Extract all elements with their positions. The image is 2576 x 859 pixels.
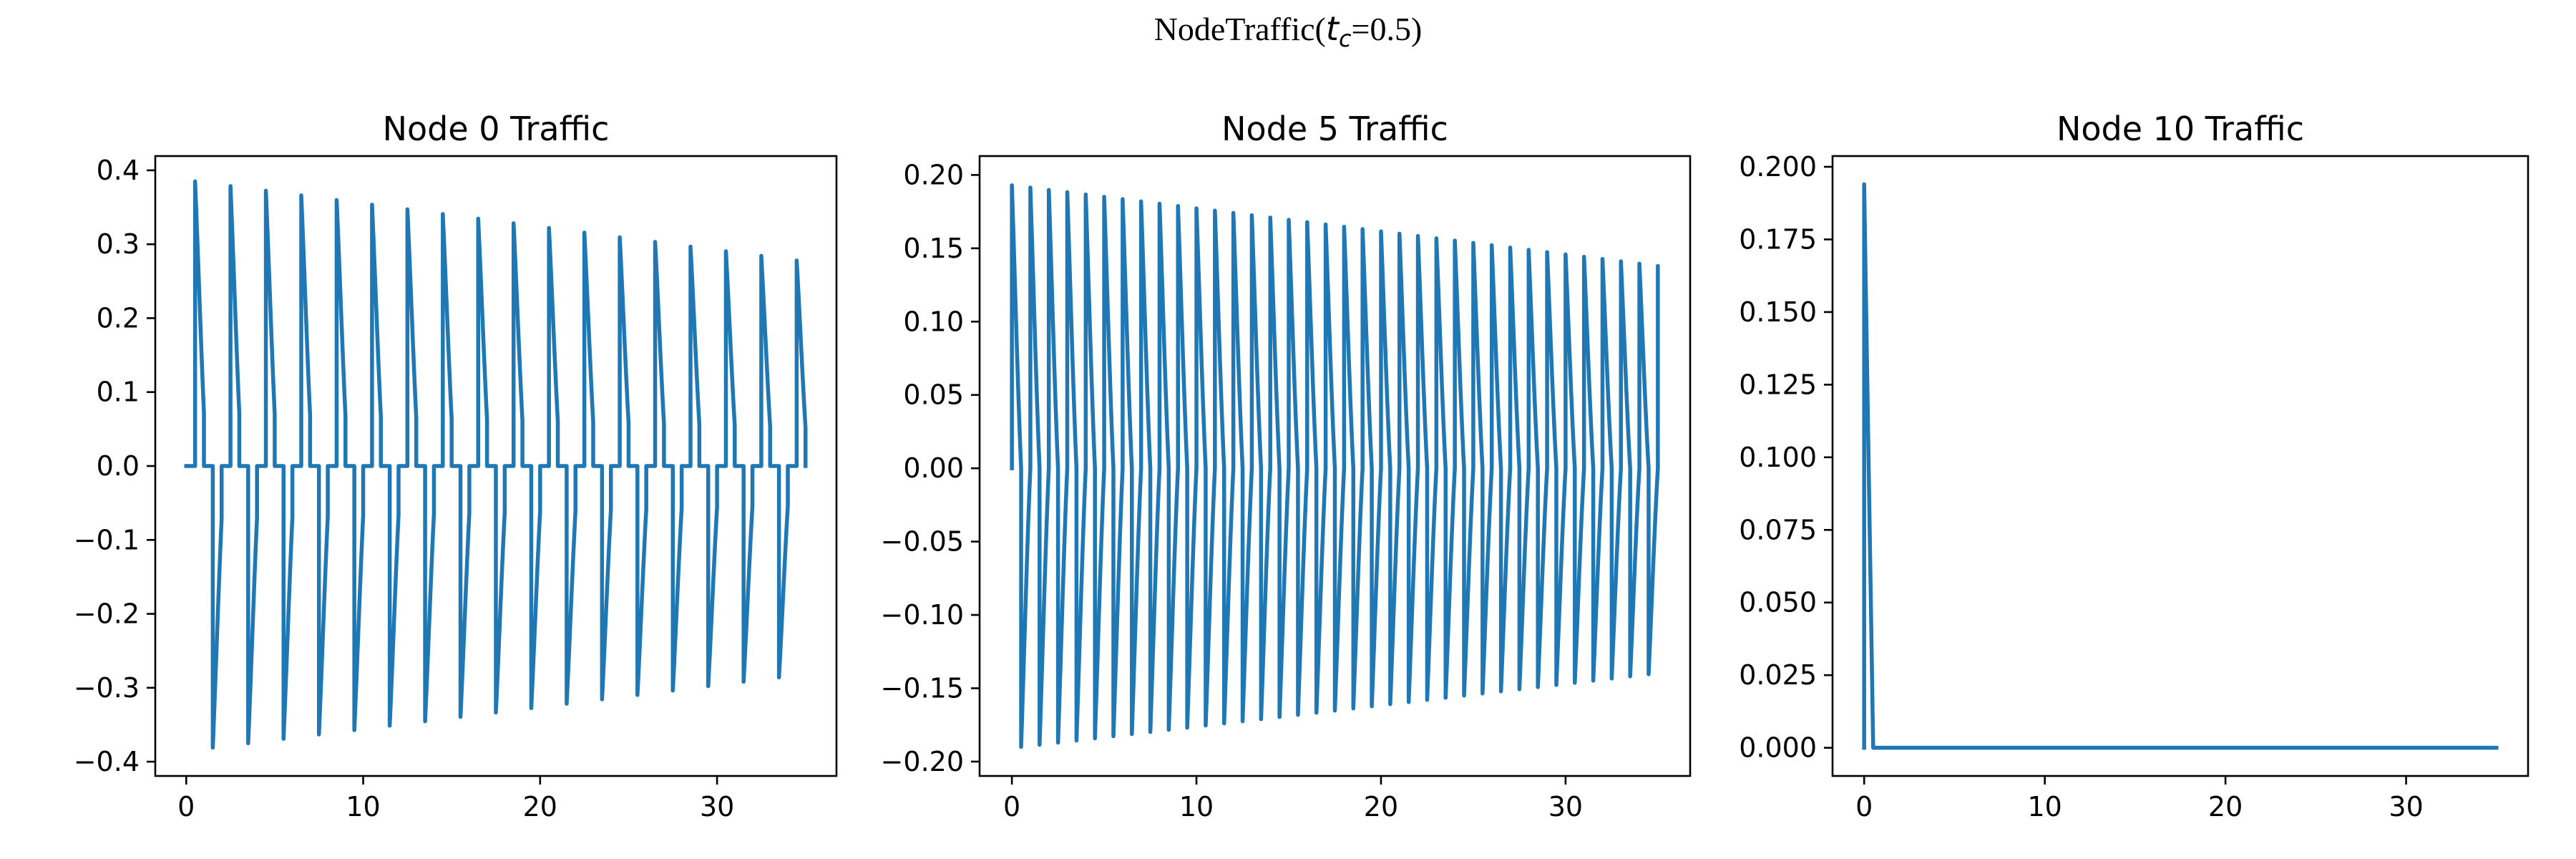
- y-tick-label: 0.050: [1739, 587, 1817, 618]
- axes-frame: [978, 155, 1692, 777]
- node-10-traffic-chart: Node 10 Traffic 0 10 20 30 0.000 0.025 0.050 0.0…: [1739, 110, 2529, 822]
- figure-suptitle: NodeTraffic(tc=0.5): [1154, 9, 1423, 52]
- x-tick-label: 10: [2027, 791, 2062, 822]
- y-tick-label: 0.150: [1739, 296, 1817, 328]
- y-tick-label: −0.2: [74, 598, 140, 630]
- chart-title: Node 10 Traffic: [2057, 110, 2304, 148]
- x-tick-label: 0: [177, 791, 195, 822]
- node-0-traffic-chart: Node 0 Traffic 0 10 20 30 −0.4 −0.3 −0.2 −0.1 0.0…: [74, 110, 838, 822]
- y-tick-label: 0.100: [1739, 442, 1817, 473]
- chart-title: Node 5 Traffic: [1221, 110, 1448, 148]
- y-tick-label: −0.4: [74, 746, 140, 777]
- y-tick-label: 0.3: [97, 228, 140, 260]
- x-tick-label: 20: [523, 791, 557, 822]
- y-tick-label: 0.10: [903, 306, 964, 337]
- y-tick-label: 0.4: [97, 155, 140, 186]
- y-tick-label: 0.075: [1739, 514, 1817, 545]
- x-tick-label: 30: [700, 791, 734, 822]
- y-tick-label: −0.10: [881, 599, 964, 631]
- y-tick-label: 0.2: [97, 302, 140, 334]
- x-tick-label: 10: [346, 791, 380, 822]
- y-tick-label: 0.175: [1739, 223, 1817, 255]
- y-tick-label: −0.05: [881, 526, 964, 558]
- x-tick-label: 30: [1548, 791, 1583, 822]
- y-tick-label: −0.3: [74, 672, 140, 704]
- y-tick-label: 0.025: [1739, 659, 1817, 691]
- y-tick-label: −0.20: [881, 746, 964, 777]
- x-tick-label: 20: [2208, 791, 2243, 822]
- y-tick-label: −0.1: [74, 524, 140, 555]
- x-tick-label: 30: [2389, 791, 2423, 822]
- chart-title: Node 0 Traffic: [383, 110, 610, 148]
- y-tick-label: 0.20: [903, 159, 964, 190]
- y-tick-label: 0.05: [903, 379, 964, 411]
- traffic-series-line: [1010, 183, 1660, 749]
- y-tick-label: 0.125: [1739, 369, 1817, 400]
- y-tick-label: 0.000: [1739, 732, 1817, 764]
- x-tick-label: 0: [1003, 791, 1020, 822]
- traffic-series-line: [184, 179, 808, 750]
- y-tick-label: 0.200: [1739, 151, 1817, 183]
- y-tick-label: 0.0: [97, 450, 140, 482]
- y-tick-label: 0.00: [903, 452, 964, 484]
- y-tick-label: −0.15: [881, 672, 964, 704]
- axes-frame: [1831, 155, 2529, 777]
- suptitle-prefix: NodeTraffic(: [1154, 11, 1326, 47]
- suptitle-suffix: =0.5): [1352, 11, 1423, 47]
- suptitle-subscript: c: [1339, 25, 1352, 52]
- x-tick-label: 10: [1179, 791, 1214, 822]
- traffic-series-line: [1862, 182, 2499, 750]
- x-tick-label: 0: [1855, 791, 1873, 822]
- x-tick-label: 20: [1364, 791, 1398, 822]
- y-tick-label: 0.1: [97, 377, 140, 408]
- suptitle-variable: t: [1326, 9, 1340, 48]
- node-5-traffic-chart: Node 5 Traffic 0 10 20 30 −0.20 −0.15 −0.10 −0.0…: [881, 110, 1692, 822]
- y-tick-label: 0.15: [903, 233, 964, 264]
